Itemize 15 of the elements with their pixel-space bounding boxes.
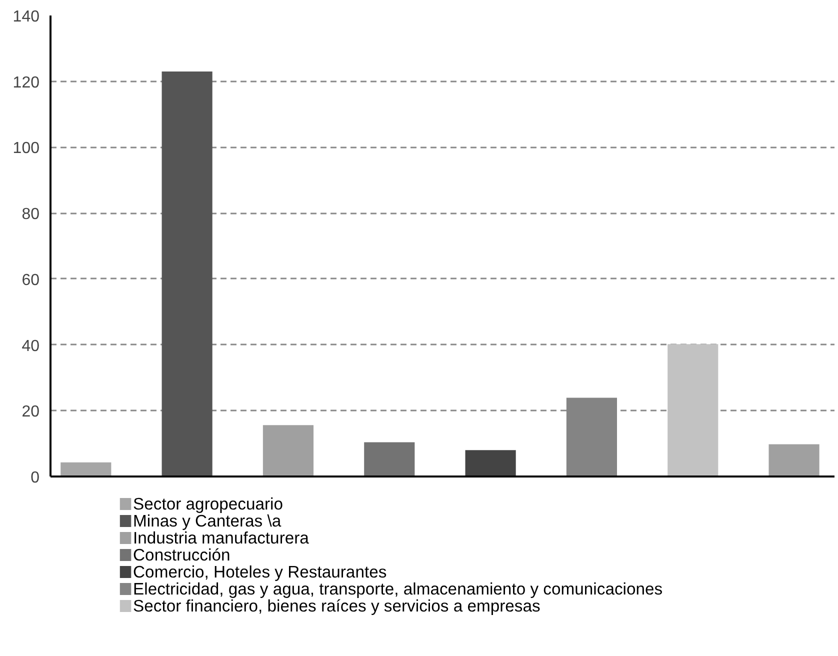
y-tick-label: 120 xyxy=(12,74,40,92)
legend-label: Industria manufacturera xyxy=(133,528,310,548)
legend-label: Sector agropecuario xyxy=(133,494,284,514)
y-tick-label: 140 xyxy=(12,8,40,26)
y-tick-label: 20 xyxy=(22,404,40,421)
legend-label: Sector financiero, bienes raíces y servicios a empresas xyxy=(133,596,540,616)
y-tick-label: 0 xyxy=(30,470,40,486)
legend-label: Comercio, Hoteles y Restaurantes xyxy=(133,562,387,582)
y-tick-label: 100 xyxy=(12,140,40,158)
legend-label: Minas y Canteras \a xyxy=(133,512,282,530)
legend-label: Electricidad, gas y agua, transporte, almacenamiento y comunicaciones xyxy=(133,580,663,598)
y-tick-label: 40 xyxy=(22,338,40,355)
y-tick-label: 60 xyxy=(22,272,40,289)
y-tick-label: 80 xyxy=(22,206,40,224)
legend-label: Construcción xyxy=(133,546,230,564)
